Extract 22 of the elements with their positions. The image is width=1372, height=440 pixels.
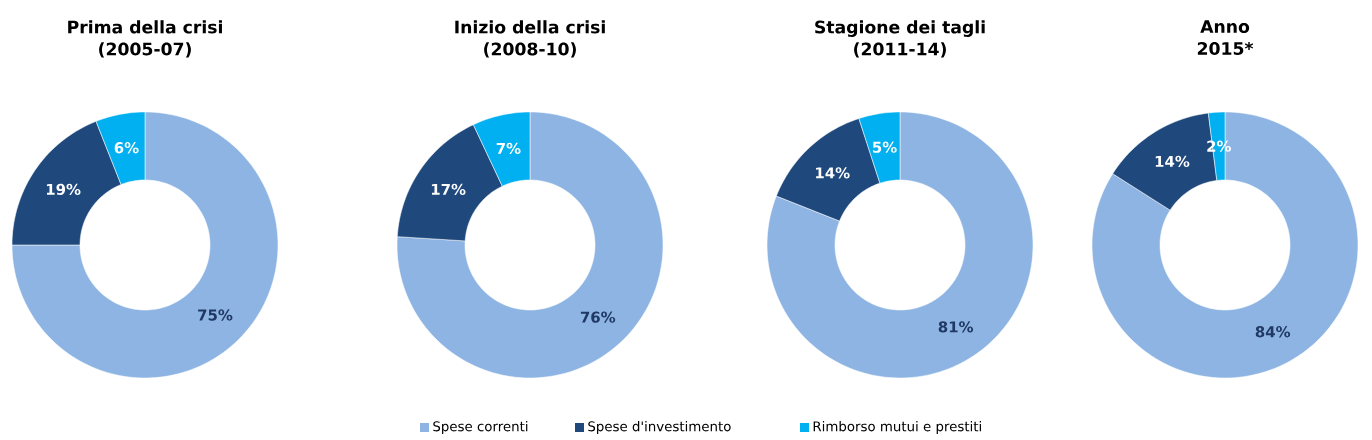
chart-subtitle: 2015* (1197, 41, 1254, 55)
chart-title: Prima della crisi (68, 20, 222, 34)
data-label: 14% (816, 167, 850, 179)
data-label: 7% (496, 142, 521, 155)
data-label: 17% (431, 183, 466, 196)
data-label: 19% (46, 183, 81, 196)
data-label: 75% (198, 309, 233, 321)
legend-label: Spese correnti (433, 421, 528, 434)
data-label: 84% (1255, 326, 1291, 338)
data-label: 6% (114, 142, 139, 154)
data-label: 14% (1155, 155, 1190, 168)
legend-label: Spese d'investimento (588, 421, 731, 434)
legend-label: Rimborso mutui e prestiti (813, 421, 981, 434)
chart-subtitle: (2011-14) (854, 42, 946, 58)
chart-title: Stagione dei tagli (815, 20, 985, 38)
chart-title: Inizio della crisi (455, 20, 605, 34)
chart-title: Anno (1200, 20, 1250, 34)
data-label: 81% (938, 321, 974, 333)
chart-subtitle: (2008-10) (484, 42, 576, 58)
data-label: 76% (580, 311, 616, 323)
chart-subtitle: (2005-07) (99, 42, 191, 58)
data-label: 5% (873, 141, 897, 153)
